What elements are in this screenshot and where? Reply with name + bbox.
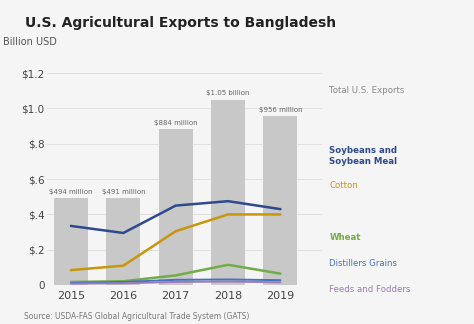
Text: Billion USD: Billion USD xyxy=(3,37,57,47)
Text: Total U.S. Exports: Total U.S. Exports xyxy=(329,86,405,95)
Bar xyxy=(264,116,298,285)
Text: $956 million: $956 million xyxy=(259,107,302,113)
Text: Source: USDA-FAS Global Agricultural Trade System (GATS): Source: USDA-FAS Global Agricultural Tra… xyxy=(24,312,249,321)
Bar xyxy=(54,198,88,285)
Bar xyxy=(106,198,140,285)
Bar xyxy=(159,129,193,285)
Text: $491 million: $491 million xyxy=(101,189,145,195)
Text: $1.05 billion: $1.05 billion xyxy=(206,90,250,96)
Text: $494 million: $494 million xyxy=(49,189,93,195)
Text: $884 million: $884 million xyxy=(154,120,198,126)
Text: Wheat: Wheat xyxy=(329,233,361,242)
Text: Cotton: Cotton xyxy=(329,181,358,191)
Text: Distillers Grains: Distillers Grains xyxy=(329,259,397,268)
Text: U.S. Agricultural Exports to Bangladesh: U.S. Agricultural Exports to Bangladesh xyxy=(25,16,336,30)
Text: Soybeans and
Soybean Meal: Soybeans and Soybean Meal xyxy=(329,146,397,166)
Bar xyxy=(211,99,245,285)
Text: Feeds and Fodders: Feeds and Fodders xyxy=(329,285,411,294)
